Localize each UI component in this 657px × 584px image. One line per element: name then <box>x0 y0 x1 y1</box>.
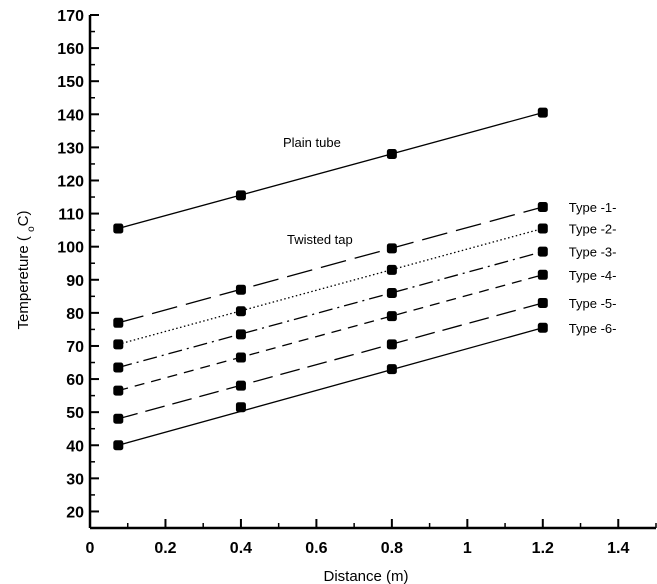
y-tick-label-2: 40 <box>66 438 84 455</box>
y-tick-label-6: 80 <box>66 306 84 323</box>
y-tick-label-9: 110 <box>58 207 84 224</box>
series-3-point-3 <box>537 246 548 257</box>
series-6-point-2 <box>386 364 397 375</box>
x-tick-label-1: 0.2 <box>154 540 176 557</box>
series-0-point-1 <box>235 190 246 201</box>
series-label-6: Type -6- <box>569 321 617 336</box>
series-line-4 <box>118 274 543 392</box>
series-0-point-3 <box>537 107 548 118</box>
y-tick-label-12: 140 <box>57 107 84 124</box>
y-tick-label-14: 160 <box>57 41 84 58</box>
x-tick-label-2: 0.4 <box>230 540 252 557</box>
x-tick-label-5: 1 <box>463 540 472 557</box>
series-1-point-2 <box>386 243 397 254</box>
y-tick-label-1: 30 <box>66 471 84 488</box>
y-tick-label-11: 130 <box>57 140 84 157</box>
series-4-point-2 <box>386 311 397 322</box>
series-4-point-0 <box>113 385 124 396</box>
y-tick-label-0: 20 <box>66 504 84 521</box>
series-line-0 <box>118 112 543 230</box>
x-axis-title: Distance (m) <box>323 568 408 584</box>
y-tick-label-3: 50 <box>66 405 84 422</box>
series-1-point-3 <box>537 201 548 212</box>
series-2-point-3 <box>537 223 548 234</box>
x-tick-label-7: 1.4 <box>607 540 629 557</box>
series-3-point-0 <box>113 362 124 373</box>
series-label-1: Type -1- <box>569 200 617 215</box>
series-line-6 <box>118 327 543 446</box>
series-5-point-0 <box>113 413 124 424</box>
series-4-point-3 <box>537 269 548 280</box>
series-5-point-2 <box>386 339 397 350</box>
series-0-point-2 <box>386 149 397 160</box>
x-tick-label-3: 0.6 <box>305 540 327 557</box>
series-line-1 <box>118 206 543 324</box>
series-6-point-1 <box>235 402 246 413</box>
series-line-5 <box>118 302 543 420</box>
series-0-point-0 <box>113 223 124 234</box>
series-label-5: Type -5- <box>569 296 617 311</box>
annotation-twisted-tap: Twisted tap <box>287 232 353 247</box>
x-tick-label-6: 1.2 <box>532 540 554 557</box>
series-line-3 <box>118 251 543 369</box>
series-5-point-3 <box>537 297 548 308</box>
series-3-point-2 <box>386 288 397 299</box>
plot-marks: 0 0.2 0.4 0.6 0.8 1 1.2 1.4 20 30 40 50 60 70 80 90 100 1… <box>57 8 657 557</box>
series-1-point-1 <box>235 284 246 295</box>
series-1-point-0 <box>113 317 124 328</box>
y-tick-label-13: 150 <box>57 74 84 91</box>
series-2-point-2 <box>386 264 397 275</box>
y-tick-label-15: 170 <box>57 8 84 25</box>
series-2-point-0 <box>113 339 124 350</box>
y-tick-label-4: 60 <box>66 372 84 389</box>
series-2-point-1 <box>235 306 246 317</box>
series-3-point-1 <box>235 329 246 340</box>
y-axis-title: Tempereture ( oC) <box>15 211 37 330</box>
x-tick-label-4: 0.8 <box>381 540 403 557</box>
series-4-point-1 <box>235 352 246 363</box>
series-label-2: Type -2- <box>569 221 617 236</box>
series-5-point-1 <box>235 380 246 391</box>
x-tick-label-0: 0 <box>86 540 95 557</box>
series-6-point-0 <box>113 440 124 451</box>
series-6-point-3 <box>537 322 548 333</box>
annotation-plain-tube: Plain tube <box>283 135 341 150</box>
series-line-2 <box>118 227 543 345</box>
y-tick-label-10: 120 <box>57 173 84 190</box>
series-label-3: Type -3- <box>569 245 617 260</box>
series-label-4: Type -4- <box>569 268 617 283</box>
y-tick-label-8: 100 <box>57 240 84 257</box>
y-tick-label-7: 90 <box>66 273 84 290</box>
y-tick-label-5: 70 <box>66 339 84 356</box>
